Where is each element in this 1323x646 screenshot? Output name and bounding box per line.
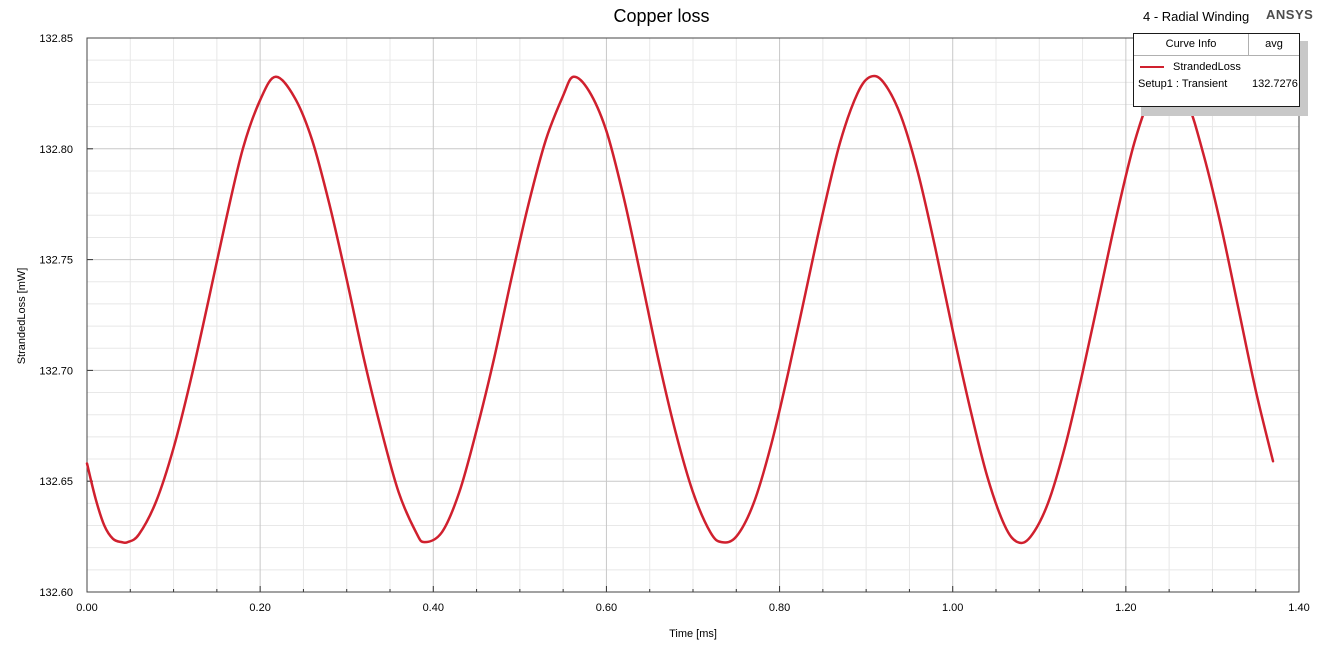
x-tick-label: 0.20	[249, 602, 270, 614]
legend-box[interactable]: Curve Info avg StrandedLoss Setup1 : Tra…	[1133, 33, 1300, 107]
x-tick-label: 1.00	[942, 602, 963, 614]
series-line-strandedloss	[85, 74, 1275, 545]
plot-frame	[86, 37, 1300, 593]
series-layer	[85, 74, 1275, 545]
grid	[86, 37, 1300, 593]
x-tick-label: 1.40	[1288, 602, 1309, 614]
legend-col-avg: avg	[1265, 38, 1283, 50]
x-tick-label: 0.80	[769, 602, 790, 614]
y-tick-label: 132.65	[39, 476, 73, 488]
x-tick-label: 0.00	[76, 602, 97, 614]
y-tick-label: 132.85	[39, 33, 73, 45]
legend-column-divider	[1248, 34, 1249, 55]
legend-header: Curve Info avg	[1134, 34, 1299, 56]
y-tick-label: 132.80	[39, 144, 73, 156]
y-tick-label: 132.75	[39, 255, 73, 267]
axes: 0.00 0.20 0.40 0.60 0.80 1.00 1.20 1.40 132.60 13…	[39, 33, 1309, 614]
brand-logo: ANSYS	[1266, 7, 1314, 22]
y-tick-label: 132.70	[39, 365, 73, 377]
x-tick-label: 0.40	[423, 602, 444, 614]
legend-avg-value: 132.7276	[1252, 78, 1298, 90]
y-tick-label: 132.60	[39, 587, 73, 599]
chart-title: Copper loss	[613, 6, 710, 26]
legend-setup-label: Setup1 : Transient	[1138, 78, 1228, 90]
legend-series-swatch	[1140, 66, 1164, 68]
x-tick-label: 1.20	[1115, 602, 1136, 614]
legend-series-name: StrandedLoss	[1173, 61, 1241, 73]
x-axis-label: Time [ms]	[669, 628, 717, 640]
y-axis-label: StrandedLoss [mW]	[16, 268, 28, 365]
project-name: 4 - Radial Winding	[1143, 9, 1250, 24]
x-tick-label: 0.60	[596, 602, 617, 614]
legend-col-curve-info: Curve Info	[1165, 38, 1217, 50]
